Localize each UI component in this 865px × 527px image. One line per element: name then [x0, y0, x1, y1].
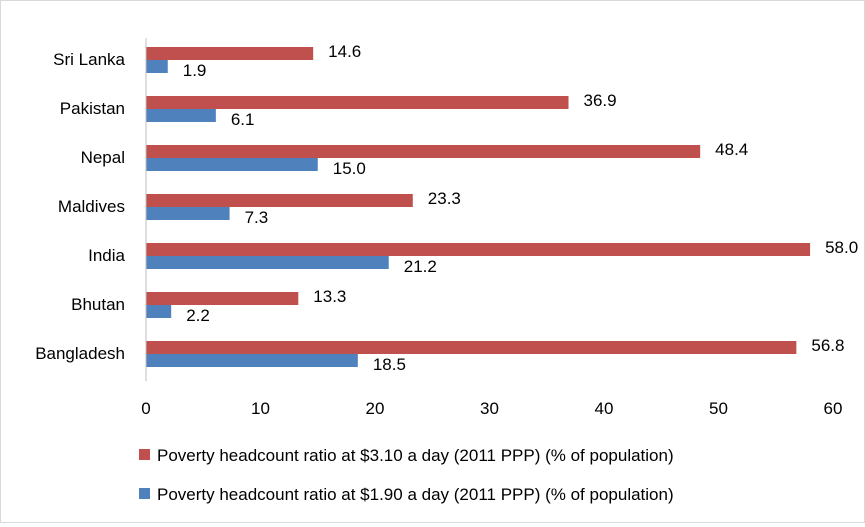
x-tick-label-20: 20 — [366, 399, 385, 418]
legend-swatch-190 — [139, 488, 150, 499]
bar-310-bhutan — [146, 292, 299, 305]
x-tick-label-10: 10 — [251, 399, 270, 418]
x-tick-label-30: 30 — [480, 399, 499, 418]
x-tick-label-50: 50 — [709, 399, 728, 418]
bar-310-maldives — [146, 194, 413, 207]
data-label-190-sri-lanka: 1.9 — [183, 61, 207, 80]
legend-label-190: Poverty headcount ratio at $1.90 a day (… — [157, 485, 674, 504]
data-label-310-bangladesh: 56.8 — [811, 336, 844, 355]
bar-190-maldives — [146, 207, 230, 220]
bar-310-sri-lanka — [146, 47, 314, 60]
data-label-190-india: 21.2 — [404, 257, 437, 276]
data-label-310-pakistan: 36.9 — [584, 91, 617, 110]
bar-190-nepal — [146, 158, 318, 171]
data-label-190-nepal: 15.0 — [333, 159, 366, 178]
bar-190-india — [146, 256, 389, 269]
data-label-190-pakistan: 6.1 — [231, 110, 255, 129]
bar-190-pakistan — [146, 109, 216, 122]
category-label-india: India — [88, 246, 125, 265]
category-label-nepal: Nepal — [81, 148, 125, 167]
bar-190-bangladesh — [146, 354, 358, 367]
bars-layer: 14.6 1.9 36.9 6.1 48.4 15.0 23.3 7.3 58.0 21.2 13.… — [146, 42, 858, 374]
data-label-190-maldives: 7.3 — [245, 208, 269, 227]
category-labels: Sri Lanka Pakistan Nepal Maldives India Bhuta… — [35, 50, 125, 363]
legend-label-310: Poverty headcount ratio at $3.10 a day (… — [157, 446, 674, 465]
data-label-190-bhutan: 2.2 — [186, 306, 210, 325]
bar-190-bhutan — [146, 305, 172, 318]
category-label-bhutan: Bhutan — [71, 295, 125, 314]
data-label-310-maldives: 23.3 — [428, 189, 461, 208]
data-label-310-sri-lanka: 14.6 — [328, 42, 361, 61]
bar-310-bangladesh — [146, 341, 797, 354]
x-tick-label-60: 60 — [824, 399, 843, 418]
x-tick-label-40: 40 — [595, 399, 614, 418]
data-label-310-nepal: 48.4 — [715, 140, 748, 159]
bar-310-nepal — [146, 145, 701, 158]
legend: Poverty headcount ratio at $3.10 a day (… — [139, 446, 674, 504]
data-label-310-india: 58.0 — [825, 238, 858, 257]
x-axis-ticks: 0 10 20 30 40 50 60 — [141, 399, 842, 418]
data-label-190-bangladesh: 18.5 — [373, 355, 406, 374]
category-label-maldives: Maldives — [58, 197, 125, 216]
x-tick-label-0: 0 — [141, 399, 150, 418]
bar-310-pakistan — [146, 96, 569, 109]
bar-190-sri-lanka — [146, 60, 168, 73]
category-label-bangladesh: Bangladesh — [35, 344, 125, 363]
legend-swatch-310 — [139, 449, 150, 460]
category-label-sri-lanka: Sri Lanka — [53, 50, 125, 69]
data-label-310-bhutan: 13.3 — [313, 287, 346, 306]
category-label-pakistan: Pakistan — [60, 99, 125, 118]
bar-310-india — [146, 243, 811, 256]
